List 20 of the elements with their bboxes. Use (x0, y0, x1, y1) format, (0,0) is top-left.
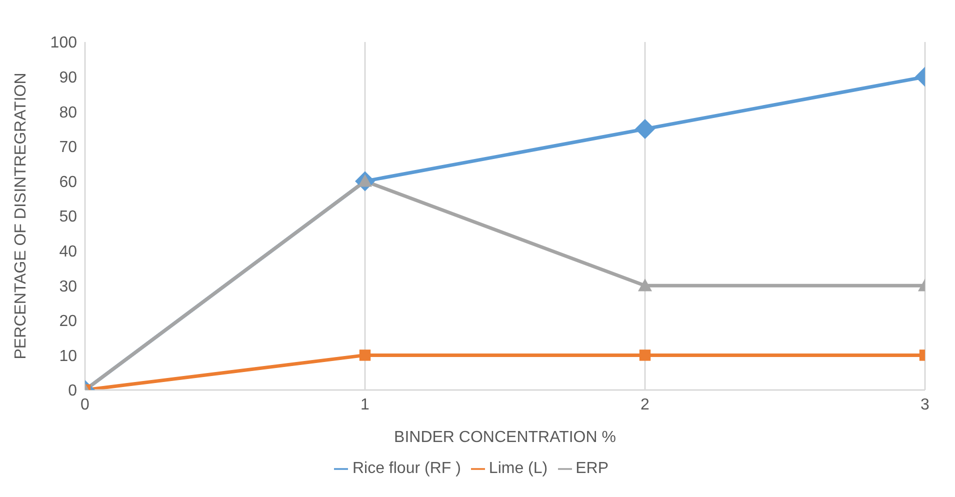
y-axis-title: PERCENTAGE OF DISINTREGRATION (12, 72, 30, 360)
x-tick-label: 1 (360, 396, 370, 414)
y-tick-label: 30 (59, 278, 78, 296)
y-tick-label: 0 (68, 382, 78, 400)
x-tick-label: 0 (80, 396, 90, 414)
y-tick-label: 50 (59, 208, 78, 226)
y-tick-label: 40 (59, 243, 78, 260)
x-axis-title: BINDER CONCENTRATION % (394, 429, 616, 446)
y-tick-label: 10 (59, 348, 78, 365)
x-tick-label: 3 (920, 396, 930, 414)
y-tick-label: 60 (59, 174, 78, 191)
y-tick-label: 20 (59, 313, 78, 330)
legend-label: ERP (576, 460, 609, 477)
legend-label: Lime (L) (488, 460, 548, 477)
y-tick-label: 100 (50, 34, 78, 52)
y-tick-label: 70 (59, 139, 78, 156)
x-tick-label: 2 (640, 396, 650, 414)
y-tick-label: 80 (59, 104, 78, 122)
legend-label: Rice flour (RF ) (352, 460, 461, 477)
y-tick-label: 90 (59, 69, 78, 86)
